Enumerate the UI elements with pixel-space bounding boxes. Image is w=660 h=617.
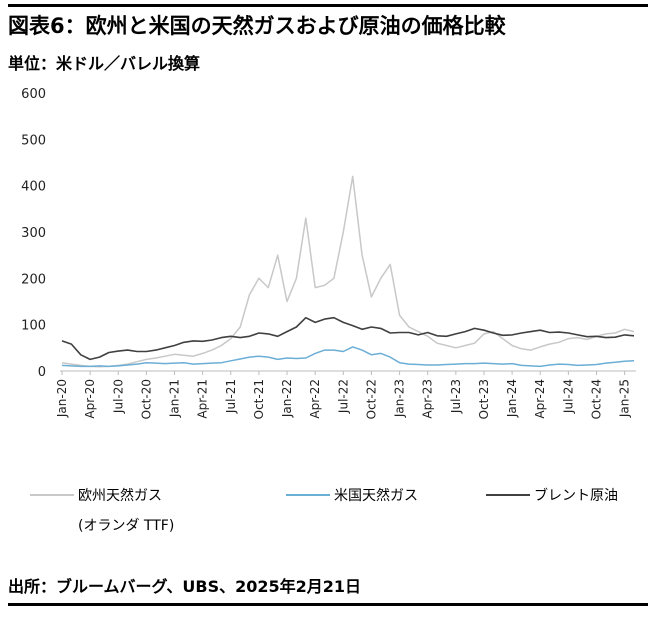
x-tick-label: Oct-20 (139, 379, 153, 419)
x-tick-label: Oct-23 (477, 379, 491, 419)
x-tick-label: Oct-24 (589, 379, 603, 419)
unit-label: 単位：米ドル／バレル換算 (8, 54, 201, 73)
chart-title: 図表6：欧州と米国の天然ガスおよび原油の価格比較 (8, 14, 506, 38)
x-tick-label: Apr-21 (196, 379, 210, 419)
x-tick-label: Jan-24 (505, 379, 519, 418)
legend: 欧州天然ガス (オランダ TTF) 米国天然ガス ブレント原油 (30, 487, 618, 534)
y-axis-ticks: 600 500 400 300 200 100 0 (21, 87, 46, 380)
series-line-us-gas (61, 346, 635, 368)
x-tick-label: Jul-20 (111, 379, 125, 414)
legend-label-eu-gas: 欧州天然ガス (78, 487, 162, 504)
x-tick-label: Jul-21 (224, 379, 238, 414)
top-rule (8, 4, 648, 7)
x-tick-label: Jan-22 (280, 379, 294, 418)
legend-label-us-gas: 米国天然ガス (334, 487, 418, 504)
legend-label-brent: ブレント原油 (534, 487, 618, 504)
y-tick-label: 600 (21, 87, 46, 102)
x-axis-ticks: Jan-20 Apr-20 Jul-20 Oct-20 Jan-21 Apr-21 Jul-… (55, 371, 632, 419)
x-tick-label: Jan-20 (55, 379, 69, 418)
x-tick-label: Apr-24 (533, 379, 547, 419)
y-tick-label: 200 (21, 272, 46, 287)
bottom-rule (8, 603, 648, 606)
x-tick-label: Jul-23 (449, 379, 463, 414)
y-tick-label: 500 (21, 133, 46, 148)
legend-label-eu-gas-line2: (オランダ TTF) (78, 518, 174, 534)
x-tick-label: Apr-20 (83, 379, 97, 419)
y-tick-label: 0 (38, 365, 46, 380)
x-tick-label: Oct-22 (364, 379, 378, 419)
source-note: 出所：ブルームバーグ、UBS、2025年2月21日 (8, 577, 362, 596)
series-line-brent (61, 316, 635, 361)
y-tick-label: 400 (21, 180, 46, 195)
y-tick-label: 300 (21, 226, 46, 241)
x-tick-label: Apr-23 (421, 379, 435, 419)
x-tick-label: Jan-21 (168, 379, 182, 418)
y-tick-label: 100 (21, 319, 46, 334)
x-tick-label: Oct-21 (252, 379, 266, 419)
x-tick-label: Jan-25 (618, 379, 632, 418)
x-tick-label: Jul-24 (561, 379, 575, 414)
x-tick-label: Jan-23 (393, 379, 407, 418)
series-lines (61, 175, 635, 368)
x-tick-label: Apr-22 (308, 379, 322, 419)
x-tick-label: Jul-22 (336, 379, 350, 414)
series-line-eu-gas (61, 175, 635, 368)
